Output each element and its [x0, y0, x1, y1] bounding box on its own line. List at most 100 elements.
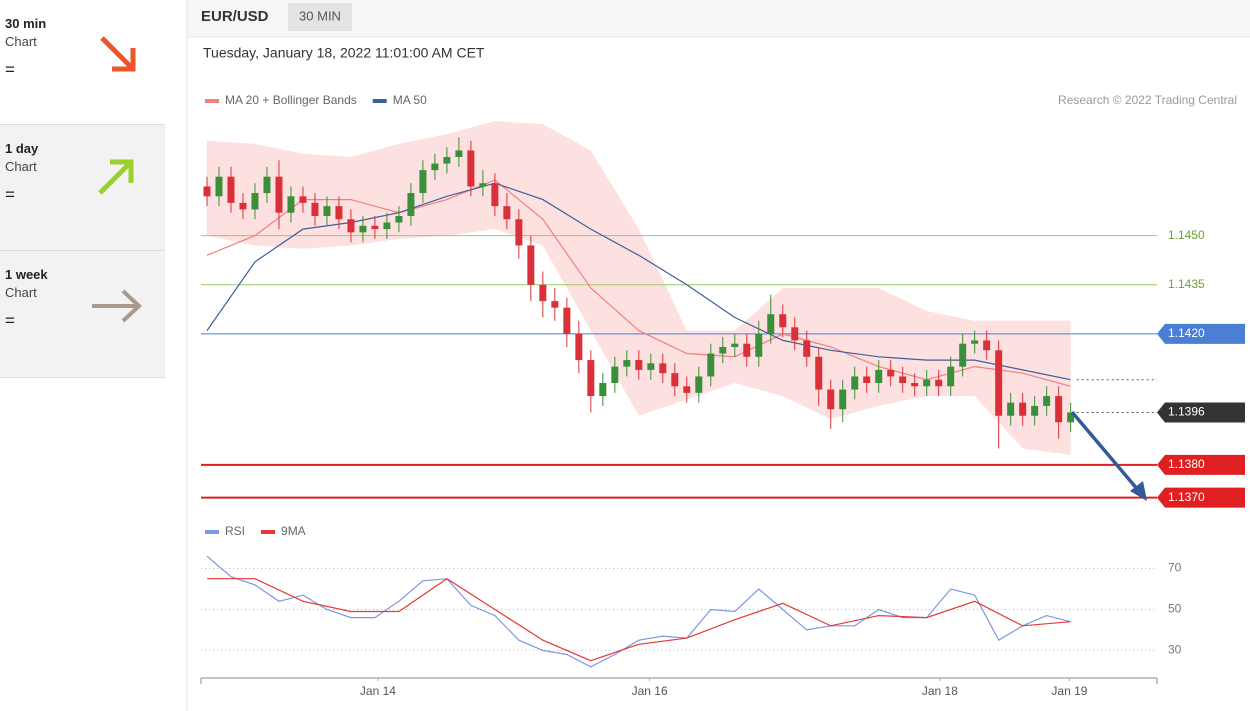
period: 1 day	[5, 141, 39, 156]
candle-body	[263, 176, 271, 194]
candle-body	[719, 346, 727, 354]
forecast-arrowhead	[1130, 481, 1147, 501]
period: 30 min	[5, 16, 47, 31]
candle-body	[983, 340, 991, 351]
candle-body	[755, 333, 763, 357]
candle-body	[323, 206, 331, 216]
candle-body	[731, 343, 739, 347]
sidebar-item[interactable]: 1 day Chart =	[0, 125, 165, 251]
candle-body	[599, 383, 607, 397]
candle-body	[863, 376, 871, 383]
candle-body	[527, 245, 535, 285]
legend-swatch	[372, 99, 387, 103]
candle-body	[491, 183, 499, 207]
legend-label: RSI	[225, 524, 245, 538]
candle-body	[671, 373, 679, 387]
forecast-arrow	[1070, 410, 1140, 492]
candle-body	[539, 284, 547, 302]
candle-body	[971, 340, 979, 344]
indicator-line	[207, 577, 1071, 662]
candle-body	[467, 150, 475, 187]
last-price-label: 1.1396	[1168, 405, 1205, 419]
candle-body	[395, 215, 403, 223]
y-tick-label: 30	[1168, 643, 1182, 657]
candle-body	[947, 366, 955, 387]
candle-body	[503, 206, 511, 220]
candle-body	[203, 186, 211, 197]
item-symbol: =	[5, 185, 15, 204]
candle-body	[563, 307, 571, 334]
y-tick-label: 70	[1168, 561, 1182, 575]
sidebar-item[interactable]: 30 min Chart =	[0, 0, 165, 125]
item-symbol: =	[5, 311, 15, 330]
candle-body	[587, 360, 595, 397]
x-tick-label: Jan 19	[1051, 684, 1087, 698]
candle-body	[839, 389, 847, 410]
level-label: 1.1370	[1168, 490, 1205, 504]
candle-body	[383, 222, 391, 230]
level-tag	[1157, 487, 1245, 508]
candle-body	[347, 219, 355, 233]
legend-swatch	[261, 530, 276, 534]
candle-body	[959, 343, 967, 367]
candle-body	[635, 360, 643, 370]
level-label: 1.1435	[1168, 277, 1205, 291]
candle-body	[371, 225, 379, 230]
candle-body	[551, 301, 559, 308]
legend-label: MA 50	[393, 93, 427, 107]
candle-body	[911, 383, 919, 387]
candle-body	[611, 366, 619, 383]
candle-body	[431, 163, 439, 171]
candle-body	[287, 196, 295, 213]
candle-body	[515, 219, 523, 246]
candle-body	[851, 376, 859, 390]
item-label: Chart	[5, 34, 37, 49]
level-tag	[1157, 323, 1245, 344]
last-price-tag	[1157, 402, 1245, 423]
header-bar	[187, 0, 1250, 37]
candle-body	[935, 379, 943, 387]
plot: 1.1450 1.1435 1.1420 1.1380 1.1370 1.1396 MA 2…	[200, 93, 1245, 698]
level-tag	[1157, 454, 1245, 475]
candle-body	[659, 363, 667, 374]
candle-body	[443, 157, 451, 164]
candle-body	[779, 314, 787, 328]
candle-body	[899, 376, 907, 383]
candle-body	[995, 350, 1003, 416]
trend-arrow	[100, 36, 136, 72]
candle-body	[923, 379, 931, 387]
trend-arrow	[92, 289, 142, 323]
candle-body	[1031, 405, 1039, 416]
legend-label: 9MA	[281, 524, 306, 538]
candle-body	[227, 176, 235, 203]
credit: Research © 2022 Trading Central	[1058, 93, 1237, 107]
candle-body	[479, 183, 487, 187]
candle-body	[335, 206, 343, 220]
bollinger-band	[207, 121, 1071, 455]
trend-arrow	[98, 159, 134, 195]
sidebar-item[interactable]: 1 week Chart =	[0, 251, 165, 378]
y-tick-label: 50	[1168, 602, 1182, 616]
candle-body	[215, 176, 223, 197]
candle-body	[647, 363, 655, 370]
timestamp: Tuesday, January 18, 2022 11:01:00 AM CE…	[203, 45, 485, 61]
x-tick-label: Jan 18	[922, 684, 958, 698]
legend-swatch	[205, 530, 219, 534]
candle-body	[623, 360, 631, 367]
candle-body	[791, 327, 799, 341]
candle-body	[275, 176, 283, 213]
candle-body	[707, 353, 715, 377]
sidebar: 30 min Chart = 1 day Chart = 1 week Char…	[0, 0, 165, 378]
item-label: Chart	[5, 159, 37, 174]
candle-body	[239, 202, 247, 210]
candle-body	[299, 196, 307, 203]
x-tick-label: Jan 14	[360, 684, 396, 698]
level-label: 1.1420	[1168, 326, 1205, 340]
candle-body	[311, 202, 319, 216]
candle-body	[743, 343, 751, 357]
candle-body	[359, 225, 367, 233]
candle-body	[875, 369, 883, 383]
interval-tab[interactable]	[288, 3, 352, 31]
